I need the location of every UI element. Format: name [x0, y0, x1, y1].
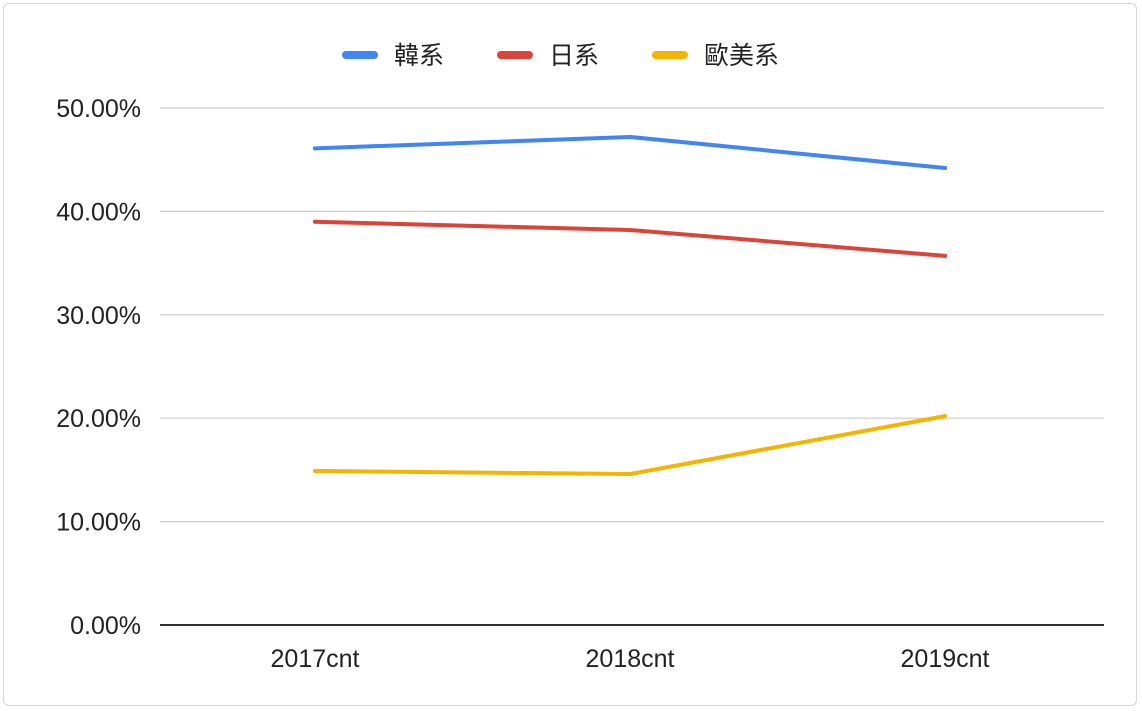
- series-lines: [313, 134, 947, 477]
- x-tick-label: 2019cnt: [901, 645, 990, 673]
- data-point: [628, 228, 632, 233]
- legend-swatch: [342, 51, 378, 59]
- y-tick-label: 30.00%: [56, 302, 141, 330]
- data-point: [313, 468, 317, 473]
- data-point: [628, 134, 632, 139]
- series-line-2: [313, 414, 947, 477]
- y-tick-label: 40.00%: [56, 198, 141, 226]
- data-point: [628, 472, 632, 477]
- legend-swatch: [652, 51, 688, 59]
- legend-label: 歐美系: [704, 42, 779, 70]
- legend: 韓系 日系 歐美系: [342, 42, 779, 70]
- y-tick-label: 20.00%: [56, 405, 141, 433]
- chart-frame: [3, 3, 1137, 706]
- gridlines: [160, 107, 1104, 626]
- data-point: [313, 219, 317, 224]
- y-tick-label: 10.00%: [56, 509, 141, 537]
- data-point: [943, 414, 947, 419]
- data-point: [943, 165, 947, 170]
- legend-label: 日系: [549, 42, 599, 70]
- series-line-1: [313, 219, 947, 258]
- x-tick-label: 2017cnt: [271, 645, 360, 673]
- legend-swatch: [497, 51, 533, 59]
- data-point: [943, 253, 947, 258]
- y-tick-label: 0.00%: [70, 612, 141, 640]
- data-point: [313, 146, 317, 151]
- y-axis-ticks: 0.00% 10.00% 20.00% 30.00% 40.00% 50.00%: [56, 95, 141, 640]
- y-tick-label: 50.00%: [56, 95, 141, 123]
- x-axis-ticks: 2017cnt 2018cnt 2019cnt: [271, 645, 990, 673]
- series-line-0: [313, 134, 947, 170]
- legend-label: 韓系: [394, 42, 444, 70]
- x-tick-label: 2018cnt: [586, 645, 675, 673]
